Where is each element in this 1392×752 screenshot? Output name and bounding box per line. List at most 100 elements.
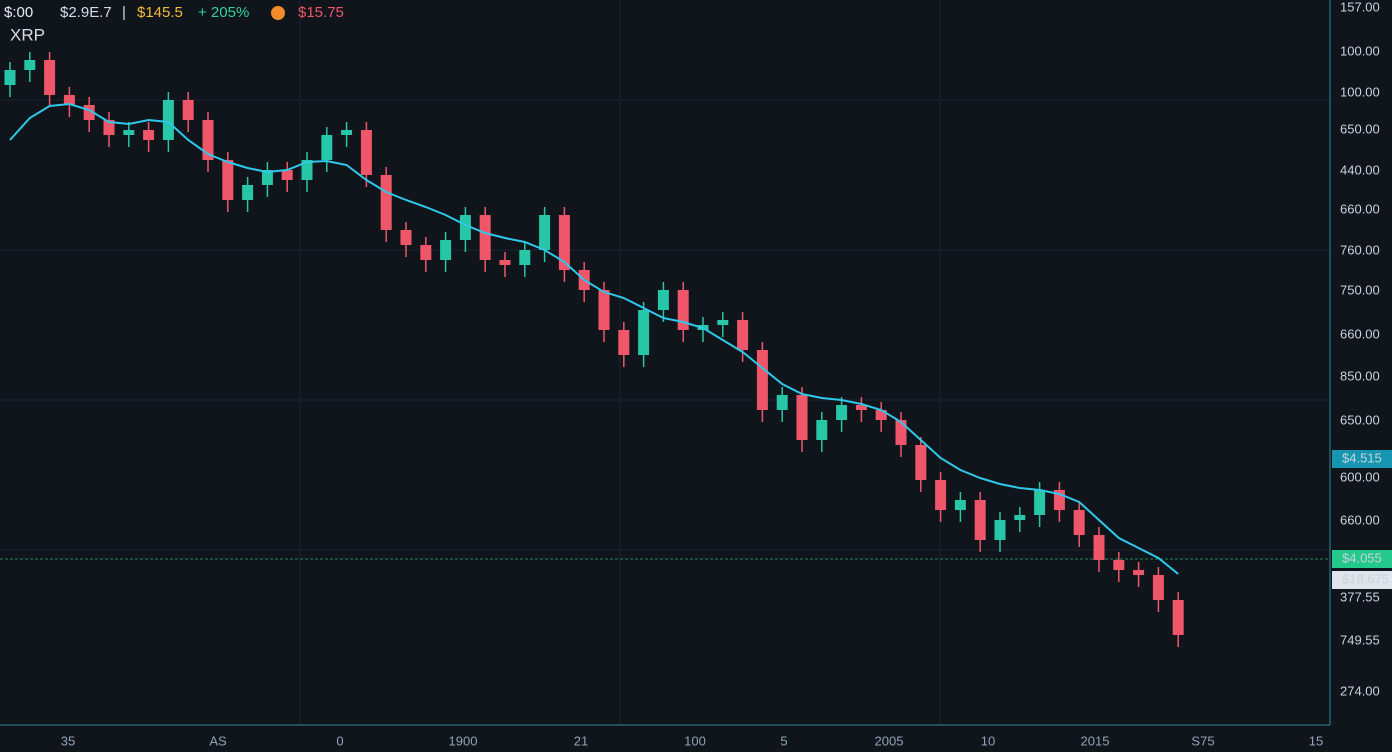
x-axis-label: 10 (981, 733, 995, 748)
y-axis-label: 660.00 (1340, 201, 1380, 216)
candle-body (103, 120, 115, 135)
candle-body (1053, 490, 1065, 510)
candle-body (935, 480, 947, 510)
y-axis-label: 850.00 (1340, 368, 1380, 383)
candle-body (539, 215, 551, 250)
header-price-2: $145.5 (137, 4, 183, 21)
candle-body (182, 100, 194, 120)
candle-body (1113, 560, 1125, 570)
candle-body (24, 60, 36, 70)
candle-body (420, 245, 432, 260)
y-axis-label: 600.00 (1340, 469, 1380, 484)
badge-label: $4.515 (1342, 450, 1382, 465)
candle-body (855, 405, 867, 410)
candle-body (717, 320, 729, 325)
candle-body (143, 130, 155, 140)
x-axis-label: 15 (1309, 733, 1323, 748)
header-value: $2.9E.7 (60, 4, 112, 21)
x-axis-label: 0 (336, 733, 343, 748)
candle-body (1152, 575, 1164, 600)
candle-body (261, 170, 273, 185)
y-axis-label: 157.00 (1340, 0, 1380, 14)
candle-body (321, 135, 333, 160)
candle-body (776, 395, 788, 410)
candle-body (242, 185, 254, 200)
y-axis-label: 749.55 (1340, 632, 1380, 647)
y-axis-label: 274.00 (1340, 683, 1380, 698)
header-price: $:00 (4, 4, 33, 21)
candle-body (380, 175, 392, 230)
candle-body (915, 445, 927, 480)
candle-body (756, 350, 768, 410)
y-axis-label: 660.00 (1340, 326, 1380, 341)
moving-average (9, 102, 1179, 575)
candle-body (341, 130, 353, 135)
y-axis-label: 377.55 (1340, 589, 1380, 604)
y-axis-label: 100.00 (1340, 84, 1380, 99)
candle-body (816, 420, 828, 440)
coin-icon (271, 6, 285, 20)
x-axis-label: 100 (684, 733, 706, 748)
y-axis-label: 440.00 (1340, 162, 1380, 177)
header-change: + 205% (198, 4, 249, 21)
candle-body (400, 230, 412, 245)
badge (1332, 450, 1392, 468)
candle-body (202, 120, 214, 160)
badge-label: $18.675 (1342, 571, 1389, 586)
candle-body (519, 250, 531, 265)
x-axis-label: 35 (61, 733, 75, 748)
candle-body (44, 60, 56, 95)
candle-body (162, 100, 174, 140)
candle-body (83, 105, 95, 120)
candle-body (4, 70, 16, 85)
candle-body (954, 500, 966, 510)
header-price-3: $15.75 (298, 4, 344, 21)
badge (1332, 571, 1392, 589)
symbol: XRP (10, 25, 45, 44)
y-axis-label: 650.00 (1340, 412, 1380, 427)
candle-body (657, 290, 669, 310)
x-axis-label: 1900 (449, 733, 478, 748)
candle-body (994, 520, 1006, 540)
header-sep: | (122, 4, 126, 21)
grid (0, 0, 1330, 725)
candle-body (558, 215, 570, 270)
badge (1332, 550, 1392, 568)
candle-body (440, 240, 452, 260)
y-axis-label: 760.00 (1340, 242, 1380, 257)
candle-body (1133, 570, 1145, 575)
x-axis-label: S75 (1191, 733, 1214, 748)
candle-body (598, 290, 610, 330)
candle-body (1172, 600, 1184, 635)
candle-body (638, 310, 650, 355)
candle-body (796, 395, 808, 440)
candle-body (281, 170, 293, 180)
candle-body (222, 160, 234, 200)
candle-body (479, 215, 491, 260)
candle-body (1093, 535, 1105, 560)
y-axis-label: 100.00 (1340, 43, 1380, 58)
candle-body (123, 130, 135, 135)
y-axis-label: 750.00 (1340, 282, 1380, 297)
x-axis-label: AS (209, 733, 227, 748)
y-axis-label: 660.00 (1340, 512, 1380, 527)
candle-body (895, 420, 907, 445)
candle-body (1073, 510, 1085, 535)
candle-body (618, 330, 630, 355)
candle-body (836, 405, 848, 420)
candle-body (737, 320, 749, 350)
candle-body (459, 215, 471, 240)
candle-body (63, 95, 75, 105)
badge-label: $4.055 (1342, 550, 1382, 565)
candle-body (301, 160, 313, 180)
y-axis-label: 650.00 (1340, 121, 1380, 136)
candle-body (1014, 515, 1026, 520)
x-axis-label: 21 (574, 733, 588, 748)
x-axis-label: 2015 (1081, 733, 1110, 748)
x-axis-label: 2005 (875, 733, 904, 748)
candle-body (360, 130, 372, 175)
candle-body (677, 290, 689, 330)
candle-body (974, 500, 986, 540)
